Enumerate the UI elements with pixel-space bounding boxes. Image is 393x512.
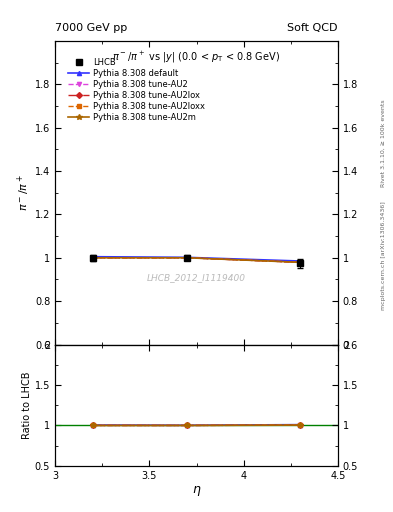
Pythia 8.308 default	[298, 258, 303, 264]
Pythia 8.308 tune-AU2loxx	[298, 259, 303, 265]
Line: Pythia 8.308 tune-AU2loxx: Pythia 8.308 tune-AU2loxx	[91, 255, 302, 264]
Text: mcplots.cern.ch [arXiv:1306.3436]: mcplots.cern.ch [arXiv:1306.3436]	[381, 202, 386, 310]
Line: Pythia 8.308 tune-AU2lox: Pythia 8.308 tune-AU2lox	[91, 255, 302, 264]
Pythia 8.308 tune-AU2loxx	[185, 254, 189, 261]
Pythia 8.308 tune-AU2lox	[298, 259, 303, 265]
Pythia 8.308 default	[90, 253, 95, 260]
Pythia 8.308 tune-AU2lox	[90, 254, 95, 261]
Text: $\pi^-/\pi^+$ vs $|y|$ (0.0 < $p_\mathrm{T}$ < 0.8 GeV): $\pi^-/\pi^+$ vs $|y|$ (0.0 < $p_\mathrm…	[112, 50, 281, 65]
Line: Pythia 8.308 tune-AU2: Pythia 8.308 tune-AU2	[91, 255, 302, 264]
Pythia 8.308 tune-AU2	[185, 254, 189, 261]
Text: 7000 GeV pp: 7000 GeV pp	[55, 23, 127, 33]
Pythia 8.308 tune-AU2m	[90, 254, 95, 261]
Pythia 8.308 default	[185, 254, 189, 261]
Line: Pythia 8.308 tune-AU2m: Pythia 8.308 tune-AU2m	[90, 255, 303, 265]
X-axis label: $\eta$: $\eta$	[192, 483, 201, 498]
Text: Soft QCD: Soft QCD	[288, 23, 338, 33]
Pythia 8.308 tune-AU2lox	[185, 254, 189, 261]
Pythia 8.308 tune-AU2m	[298, 259, 303, 265]
Y-axis label: $\pi^-/\pi^+$: $\pi^-/\pi^+$	[16, 174, 32, 211]
Text: Rivet 3.1.10, ≥ 100k events: Rivet 3.1.10, ≥ 100k events	[381, 99, 386, 187]
Pythia 8.308 tune-AU2	[90, 254, 95, 261]
Line: Pythia 8.308 default: Pythia 8.308 default	[91, 254, 302, 263]
Pythia 8.308 tune-AU2m	[185, 254, 189, 261]
Pythia 8.308 tune-AU2loxx	[90, 254, 95, 261]
Y-axis label: Ratio to LHCB: Ratio to LHCB	[22, 372, 32, 439]
Pythia 8.308 tune-AU2	[298, 259, 303, 265]
Text: LHCB_2012_I1119400: LHCB_2012_I1119400	[147, 273, 246, 282]
Legend: LHCB, Pythia 8.308 default, Pythia 8.308 tune-AU2, Pythia 8.308 tune-AU2lox, Pyt: LHCB, Pythia 8.308 default, Pythia 8.308…	[65, 54, 209, 125]
